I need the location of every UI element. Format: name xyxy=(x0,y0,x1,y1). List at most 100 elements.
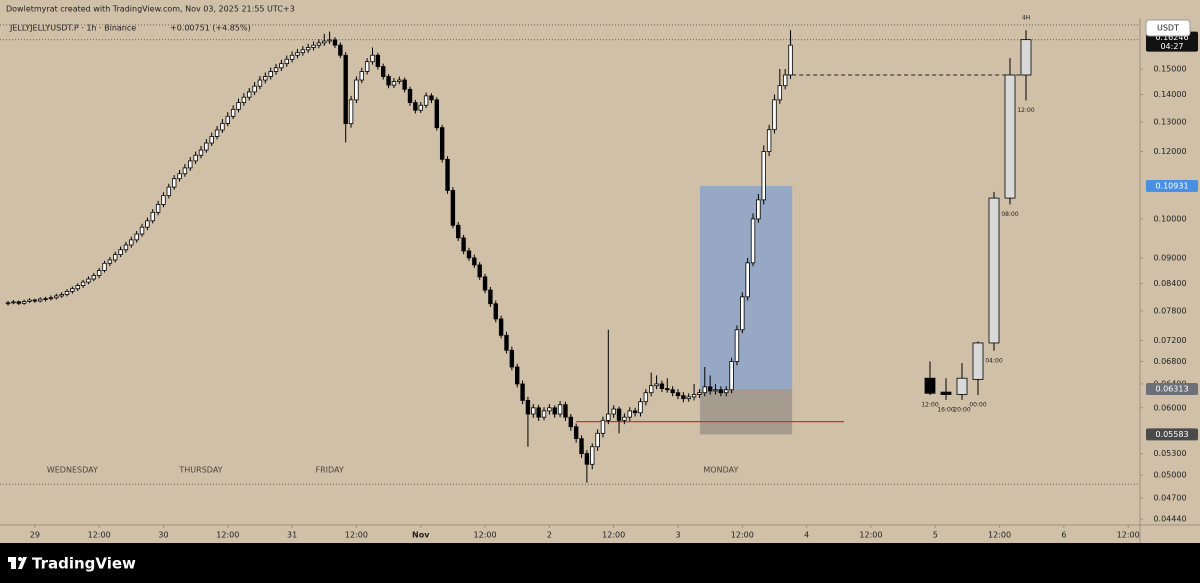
candle-body xyxy=(761,151,766,201)
inset-candle-body xyxy=(1004,74,1016,199)
candle-body xyxy=(391,81,397,86)
last-price-box xyxy=(1146,31,1198,52)
x-tick-label: 6 xyxy=(1061,531,1066,540)
candle-body xyxy=(686,396,691,400)
candle-body xyxy=(343,54,348,125)
candle-body xyxy=(54,295,59,299)
candle-body xyxy=(461,237,466,252)
candle-body xyxy=(429,95,434,101)
candle-body xyxy=(16,301,21,304)
candle-body xyxy=(364,61,370,72)
candle-body xyxy=(590,446,595,465)
candle-body xyxy=(579,438,584,455)
candle-body xyxy=(354,79,359,101)
day-label: WEDNESDAY xyxy=(47,466,98,475)
candle-body xyxy=(402,79,407,90)
candle-body xyxy=(134,233,139,241)
candle-body xyxy=(772,99,777,131)
candle-body xyxy=(531,407,536,415)
candle-body xyxy=(370,54,375,63)
x-tick-label: 12:00 xyxy=(988,531,1011,540)
candle-body xyxy=(509,349,515,368)
candle-body xyxy=(236,102,241,110)
candle-body xyxy=(113,254,118,261)
day-label: MONDAY xyxy=(703,466,738,475)
candle-body xyxy=(498,318,504,336)
candle-body xyxy=(37,298,43,302)
symbol-change: +0.00751 (+4.85%) xyxy=(170,24,251,33)
candle-body xyxy=(86,278,91,283)
candle-body xyxy=(257,79,263,87)
candle-body xyxy=(547,407,552,412)
y-tick-label: 0.05000 xyxy=(1153,471,1186,480)
currency[interactable]: USDT xyxy=(1157,24,1179,33)
y-tick-label: 0.04440 xyxy=(1153,515,1186,524)
candle-body xyxy=(573,426,579,440)
plot-area: WEDNESDAY THURSDAY FRIDAY MONDAY12:0016:002… xyxy=(0,15,1140,485)
candle-body xyxy=(263,76,268,81)
header: Dowletmyrat created with TradingView.com… xyxy=(6,5,295,14)
candle-body xyxy=(214,129,220,137)
candle-body xyxy=(230,108,236,117)
candle-body xyxy=(563,404,568,418)
candle-body xyxy=(193,154,198,162)
symbol-title: JELLYJELLYUSDT.P · 1h · Binance xyxy=(9,24,136,33)
x-tick-label: 12:00 xyxy=(216,531,239,540)
candle-body xyxy=(638,401,643,414)
currency-box xyxy=(1145,19,1191,37)
candle-body xyxy=(139,226,145,235)
candle-body xyxy=(59,294,64,297)
price-label: 0.06313 xyxy=(1155,384,1188,393)
candle-body xyxy=(520,383,525,401)
x-tick-label: 4 xyxy=(804,531,809,540)
day-label: THURSDAY xyxy=(178,466,222,475)
brand: TradingView xyxy=(32,555,136,573)
logo xyxy=(8,557,27,569)
candle-body xyxy=(279,63,284,69)
price-label: 0.05583 xyxy=(1155,430,1188,439)
candle-body xyxy=(32,299,38,302)
inset-time-label: 04:00 xyxy=(985,357,1002,364)
candle-body xyxy=(171,178,177,188)
candle-body xyxy=(643,392,649,403)
candle-body xyxy=(407,88,413,103)
candle-body xyxy=(220,122,225,131)
y-tick-label: 0.12000 xyxy=(1153,147,1186,156)
candle-body xyxy=(75,285,80,290)
candle-body xyxy=(177,173,182,180)
x-tick-label: 12:00 xyxy=(859,531,882,540)
y-tick-label: 0.04700 xyxy=(1153,494,1186,503)
candle-body xyxy=(289,54,295,60)
x-tick-label: 12:00 xyxy=(1117,531,1140,540)
candle-body xyxy=(445,158,450,191)
y-tick-label: 0.06000 xyxy=(1153,403,1186,412)
inset-title: 4H xyxy=(1022,15,1030,22)
candle-body xyxy=(766,129,772,152)
candle-body xyxy=(504,334,509,351)
candle-body xyxy=(91,275,96,280)
candle-body xyxy=(600,419,606,434)
candle-body xyxy=(145,220,150,228)
candle-body xyxy=(284,58,289,65)
y-tick-label: 0.05300 xyxy=(1153,449,1186,458)
day-label: FRIDAY xyxy=(315,466,343,475)
x-tick-label: 12:00 xyxy=(602,531,625,540)
candle-body xyxy=(675,392,681,397)
candle-body xyxy=(745,262,750,298)
candle-body xyxy=(648,385,654,394)
footer xyxy=(0,543,1200,583)
candle-body xyxy=(423,95,429,106)
inset-time-label: 00:00 xyxy=(969,402,986,409)
candle-body xyxy=(11,301,16,304)
candle-body xyxy=(247,91,252,98)
candle-body xyxy=(198,149,204,156)
candle-body xyxy=(482,276,488,291)
candle-body xyxy=(702,386,707,394)
candle-body xyxy=(439,127,445,160)
y-tick-label: 0.10000 xyxy=(1153,214,1186,223)
candle-body xyxy=(734,329,740,362)
inset-time-label: 16:00 xyxy=(937,406,954,413)
candle-body xyxy=(48,297,54,300)
candle-body xyxy=(338,44,343,56)
candle-body xyxy=(632,410,638,414)
